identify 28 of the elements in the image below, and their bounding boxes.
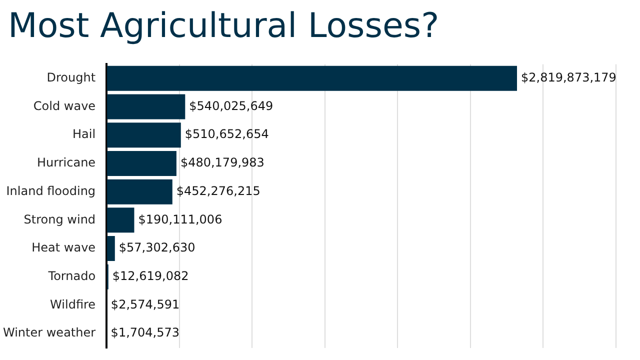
data-label: $480,179,983 [180, 156, 264, 170]
data-label: $190,111,006 [138, 212, 222, 226]
y-tick-label: Inland flooding [6, 184, 96, 198]
data-label: $452,276,215 [176, 184, 260, 198]
data-label: $2,819,873,179 [521, 70, 616, 85]
data-label: $12,619,082 [112, 269, 189, 284]
y-tick-label: Hurricane [36, 156, 96, 170]
y-tick-label: Heat wave [32, 240, 96, 255]
bar [107, 208, 134, 233]
y-tick-label: Hail [72, 127, 96, 142]
bar [107, 179, 172, 204]
y-tick-label: Tornado [47, 269, 96, 284]
bar [107, 122, 181, 148]
y-tick-label: Cold wave [33, 98, 96, 113]
data-label: $540,025,649 [189, 98, 274, 113]
y-tick-label: Wildfire [50, 297, 96, 312]
data-label: $57,302,630 [118, 240, 196, 255]
y-tick-label: Drought [46, 70, 96, 85]
data-label: $510,652,654 [184, 127, 269, 142]
bar [107, 66, 518, 91]
data-label: $1,704,573 [110, 326, 180, 340]
y-tick-label: Winter weather [2, 326, 96, 340]
chart-title: Most Agricultural Losses? [7, 5, 440, 48]
bar [107, 150, 176, 176]
bar [107, 236, 115, 262]
data-label: $2,574,591 [110, 297, 180, 312]
bar [107, 94, 186, 120]
y-tick-label: Strong wind [24, 212, 96, 226]
